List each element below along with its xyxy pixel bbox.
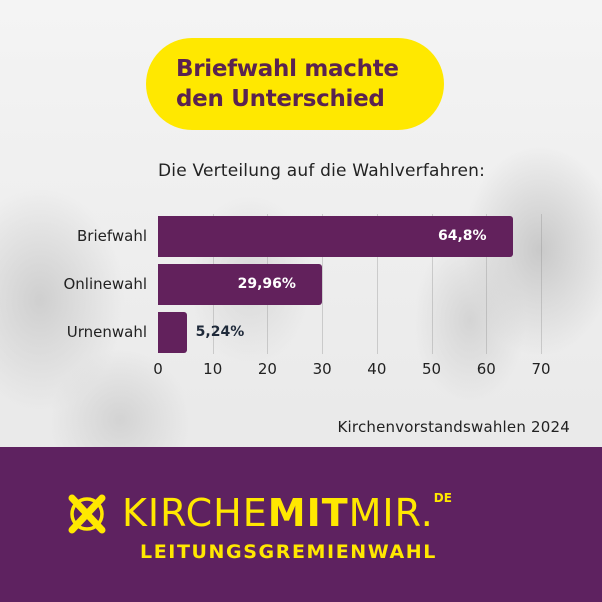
x-tick-label: 50 bbox=[422, 360, 442, 378]
bar-chart: 0 10 20 30 40 50 60 70 Briefwahl 64,8% Onlinewahl 2… bbox=[63, 214, 551, 378]
x-tick-label: 10 bbox=[203, 360, 223, 378]
brand-tld: DE bbox=[433, 491, 452, 505]
title-line-2: den Unterschied bbox=[176, 86, 385, 112]
x-tick-label: 40 bbox=[367, 360, 387, 378]
brand-mir: MIR bbox=[348, 491, 421, 535]
brand-kirche: KIRCHE bbox=[122, 491, 268, 535]
gridline bbox=[431, 214, 433, 354]
brand-logo: KIRCHEMITMIR.DE bbox=[64, 488, 452, 538]
bar-onlinewahl bbox=[158, 264, 322, 305]
brand-tagline: LEITUNGSGREMIENWAHL bbox=[140, 541, 438, 563]
chart-source: Kirchenvorstandswahlen 2024 bbox=[337, 418, 570, 436]
gridline bbox=[486, 214, 488, 354]
bar-value-label: 29,96% bbox=[237, 276, 296, 292]
x-tick-label: 30 bbox=[312, 360, 332, 378]
ballot-cross-icon bbox=[68, 494, 106, 534]
chart-subtitle: Die Verteilung auf die Wahlverfahren: bbox=[158, 161, 486, 181]
x-tick-label: 20 bbox=[257, 360, 277, 378]
gridline bbox=[376, 214, 378, 354]
bar-value-label: 5,24% bbox=[195, 324, 245, 340]
brand-wordmark: KIRCHEMITMIR.DE bbox=[122, 491, 452, 535]
title-pill: Briefwahl machte den Unterschied bbox=[146, 38, 444, 130]
y-category-label: Briefwahl bbox=[76, 227, 147, 245]
y-category-label: Urnenwahl bbox=[66, 323, 147, 341]
x-tick-label: 70 bbox=[531, 360, 551, 378]
title-line-1: Briefwahl machte bbox=[176, 56, 399, 82]
x-tick-label: 60 bbox=[476, 360, 496, 378]
gridline bbox=[541, 214, 542, 354]
gridline bbox=[322, 214, 324, 354]
brand-mit: MIT bbox=[267, 491, 349, 535]
bar-value-label: 64,8% bbox=[437, 228, 487, 244]
bar-briefwahl bbox=[158, 216, 513, 257]
y-category-label: Onlinewahl bbox=[63, 275, 147, 293]
bar-urnenwahl bbox=[158, 312, 187, 353]
brand-dot: . bbox=[420, 491, 434, 535]
x-tick-label: 0 bbox=[153, 360, 163, 378]
